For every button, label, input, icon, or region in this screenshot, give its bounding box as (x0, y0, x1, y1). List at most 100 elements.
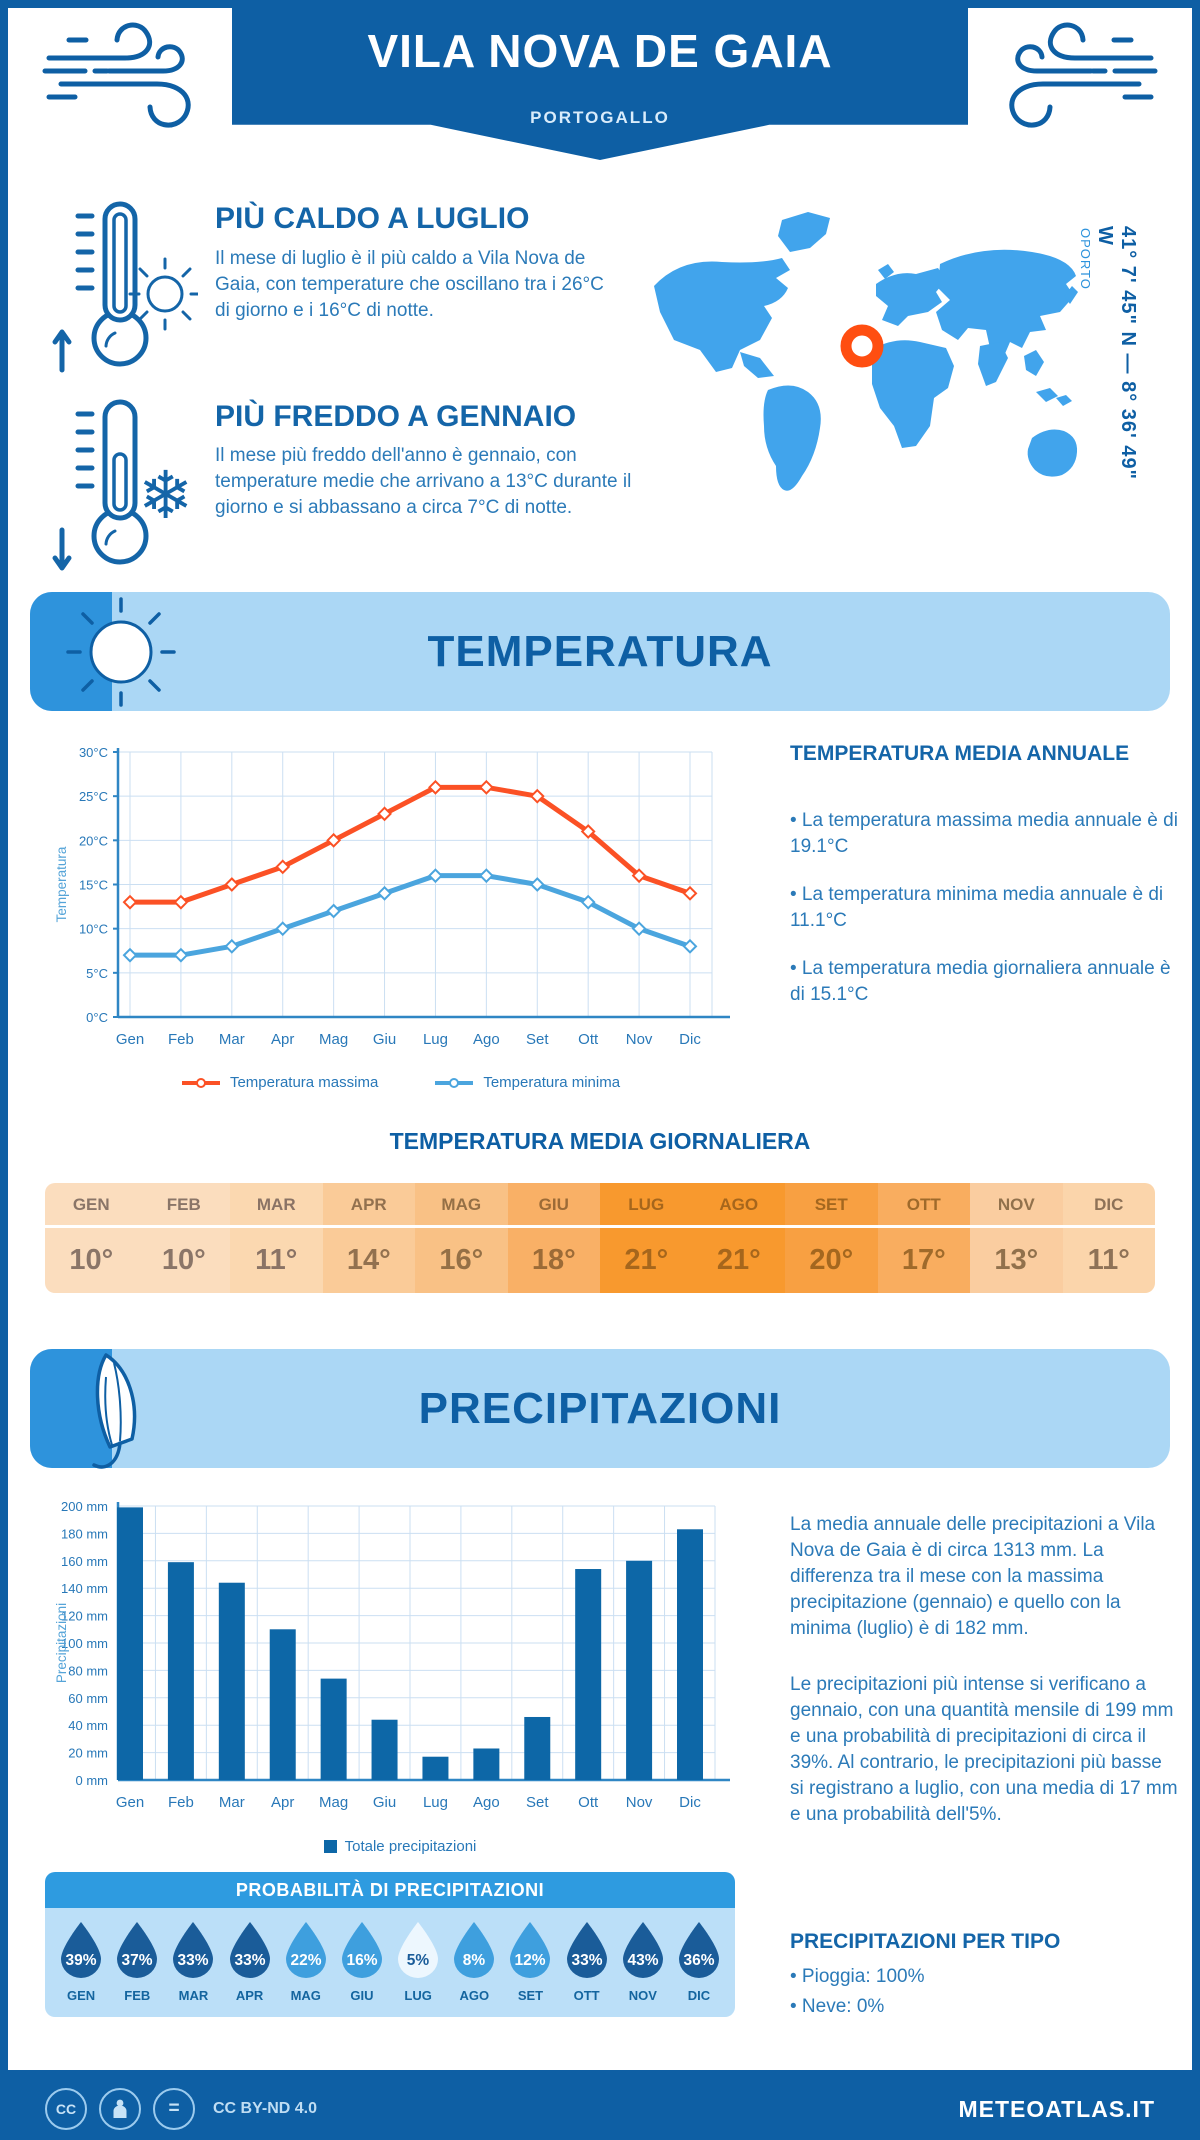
table-column-mag: MAG 16° (415, 1183, 508, 1293)
table-column-set: SET 20° (785, 1183, 878, 1293)
table-column-ago: AGO 21° (692, 1183, 785, 1293)
droplet-month-label: DIC (687, 1988, 711, 2003)
table-column-lug: LUG 21° (600, 1183, 693, 1293)
droplet-month-label: GIU (350, 1988, 374, 2003)
svg-text:16%: 16% (346, 1952, 377, 1969)
svg-text:Set: Set (526, 1031, 549, 1048)
legend-item: Totale precipitazioni (323, 1838, 476, 1855)
svg-text:Mar: Mar (219, 1794, 245, 1811)
table-month-label: DIC (1062, 1183, 1155, 1228)
svg-text:5°C: 5°C (86, 966, 108, 981)
probability-droplet-gen: 39% GEN (53, 1920, 109, 2003)
annual-summary-title: TEMPERATURA MEDIA ANNUALE (790, 742, 1130, 765)
probability-droplet-nov: 43% NOV (615, 1920, 671, 2003)
svg-text:Mar: Mar (219, 1031, 245, 1048)
daily-temperature-table: GEN 10° FEB 10° MAR 11° APR 14° MAG 16° GIU 18° LUG 2… (45, 1183, 1155, 1293)
precipitation-chart-legend: Totale precipitazioni (50, 1838, 750, 1855)
probability-droplet-mar: 33% MAR (165, 1920, 221, 2003)
table-column-gen: GEN 10° (45, 1183, 138, 1293)
droplet-month-label: OTT (573, 1988, 600, 2003)
probability-droplet-ott: 33% OTT (559, 1920, 615, 2003)
svg-text:20°C: 20°C (79, 833, 108, 848)
map-coordinates-block: 41° 7' 45" N — 8° 36' 49" W OPORTO (1078, 226, 1139, 506)
page-subtitle: PORTOGALLO (530, 108, 670, 127)
raindrop-icon: 5% (398, 1922, 439, 1978)
temperature-section-title: TEMPERATURA (427, 627, 773, 676)
probability-droplet-lug: 5% LUG (390, 1920, 446, 2003)
table-temperature-value: 11° (1087, 1244, 1130, 1276)
table-column-apr: APR 14° (322, 1183, 415, 1293)
raindrop-icon: 12% (510, 1922, 551, 1978)
wind-icon (1009, 22, 1158, 128)
table-temperature-value: 20° (809, 1244, 854, 1276)
precipitation-probability-box: PROBABILITÀ DI PRECIPITAZIONI 39% GEN 37% F… (45, 1872, 735, 2017)
svg-text:Ott: Ott (578, 1794, 599, 1811)
table-month-label: FEB (137, 1183, 230, 1228)
svg-text:80 mm: 80 mm (68, 1663, 108, 1678)
location-marker (840, 324, 884, 368)
svg-text:Nov: Nov (626, 1031, 653, 1048)
thermometer-hot-icon (52, 201, 198, 373)
no-derivatives-icon: = (153, 2088, 195, 2130)
raindrop-icon: 22% (285, 1922, 326, 1978)
license-label: CC BY-ND 4.0 (213, 2100, 318, 2117)
annual-summary-bullet: • La temperatura media giornaliera annua… (790, 958, 1171, 1006)
legend-item: Temperatura minima (433, 1074, 620, 1091)
droplet-month-label: SET (517, 1988, 544, 2003)
probability-title: PROBABILITÀ DI PRECIPITAZIONI (45, 1872, 735, 1908)
table-column-nov: NOV 13° (970, 1183, 1063, 1293)
svg-text:Ott: Ott (578, 1031, 599, 1048)
svg-text:Ago: Ago (473, 1031, 500, 1048)
droplet-month-label: AGO (459, 1988, 490, 2003)
svg-text:0 mm: 0 mm (76, 1773, 109, 1788)
svg-text:160 mm: 160 mm (61, 1554, 108, 1569)
table-month-label: NOV (970, 1183, 1063, 1228)
umbrella-icon (92, 1353, 137, 1469)
svg-text:22%: 22% (290, 1952, 321, 1969)
svg-text:200 mm: 200 mm (61, 1499, 108, 1514)
hottest-month-text: Il mese di luglio è il più caldo a Vila … (215, 248, 604, 322)
raindrop-icon: 43% (622, 1922, 663, 1978)
svg-text:40 mm: 40 mm (68, 1718, 108, 1733)
svg-text:Ago: Ago (473, 1794, 500, 1811)
svg-text:Dic: Dic (679, 1031, 701, 1048)
table-column-dic: DIC 11° (1062, 1183, 1155, 1293)
svg-text:8%: 8% (463, 1952, 486, 1969)
table-month-label: LUG (600, 1183, 693, 1228)
svg-text:Giu: Giu (373, 1031, 396, 1048)
table-month-label: MAG (415, 1183, 508, 1228)
raindrop-icon: 33% (229, 1922, 270, 1978)
table-temperature-value: 16° (439, 1244, 484, 1276)
svg-text:15°C: 15°C (79, 878, 108, 893)
cc-icon: CC (45, 2088, 87, 2130)
svg-text:36%: 36% (683, 1952, 714, 1969)
raindrop-icon: 8% (454, 1922, 495, 1978)
table-temperature-value: 10° (161, 1244, 206, 1276)
svg-text:❄: ❄ (138, 457, 193, 534)
droplet-month-label: FEB (124, 1988, 151, 2003)
svg-text:Lug: Lug (423, 1794, 448, 1811)
precip-type-bullet: • Neve: 0% (790, 1996, 885, 2017)
footer-bar: CC = CC BY-ND 4.0 METEOATLAS.IT (0, 2078, 1200, 2140)
legend-item: Temperatura massima (180, 1074, 378, 1091)
temperature-line-chart: 0°C 5°C 10°C 15°C 20°C 25°C 30°C Gen Feb Mar Apr Ma… (54, 745, 730, 1048)
svg-text:Apr: Apr (271, 1794, 294, 1811)
table-month-label: APR (322, 1183, 415, 1228)
svg-text:43%: 43% (627, 1952, 658, 1969)
precipitation-bar-chart: 0 mm 20 mm 40 mm 60 mm 80 mm 100 mm 120 mm 140 … (54, 1499, 730, 1811)
annual-summary-bullet: • La temperatura massima media annuale è… (790, 810, 1178, 858)
svg-text:5%: 5% (407, 1952, 430, 1969)
droplet-month-label: MAG (290, 1988, 321, 2003)
temperature-section-banner: TEMPERATURA (30, 592, 1170, 711)
svg-text:Feb: Feb (168, 1794, 194, 1811)
droplet-month-label: LUG (404, 1988, 432, 2003)
table-month-label: AGO (692, 1183, 785, 1228)
svg-text:Mag: Mag (319, 1031, 348, 1048)
probability-droplet-apr: 33% APR (222, 1920, 278, 2003)
svg-text:Gen: Gen (116, 1794, 144, 1811)
svg-text:20 mm: 20 mm (68, 1746, 108, 1761)
svg-text:33%: 33% (234, 1952, 265, 1969)
svg-text:60 mm: 60 mm (68, 1691, 108, 1706)
svg-text:12%: 12% (515, 1952, 546, 1969)
